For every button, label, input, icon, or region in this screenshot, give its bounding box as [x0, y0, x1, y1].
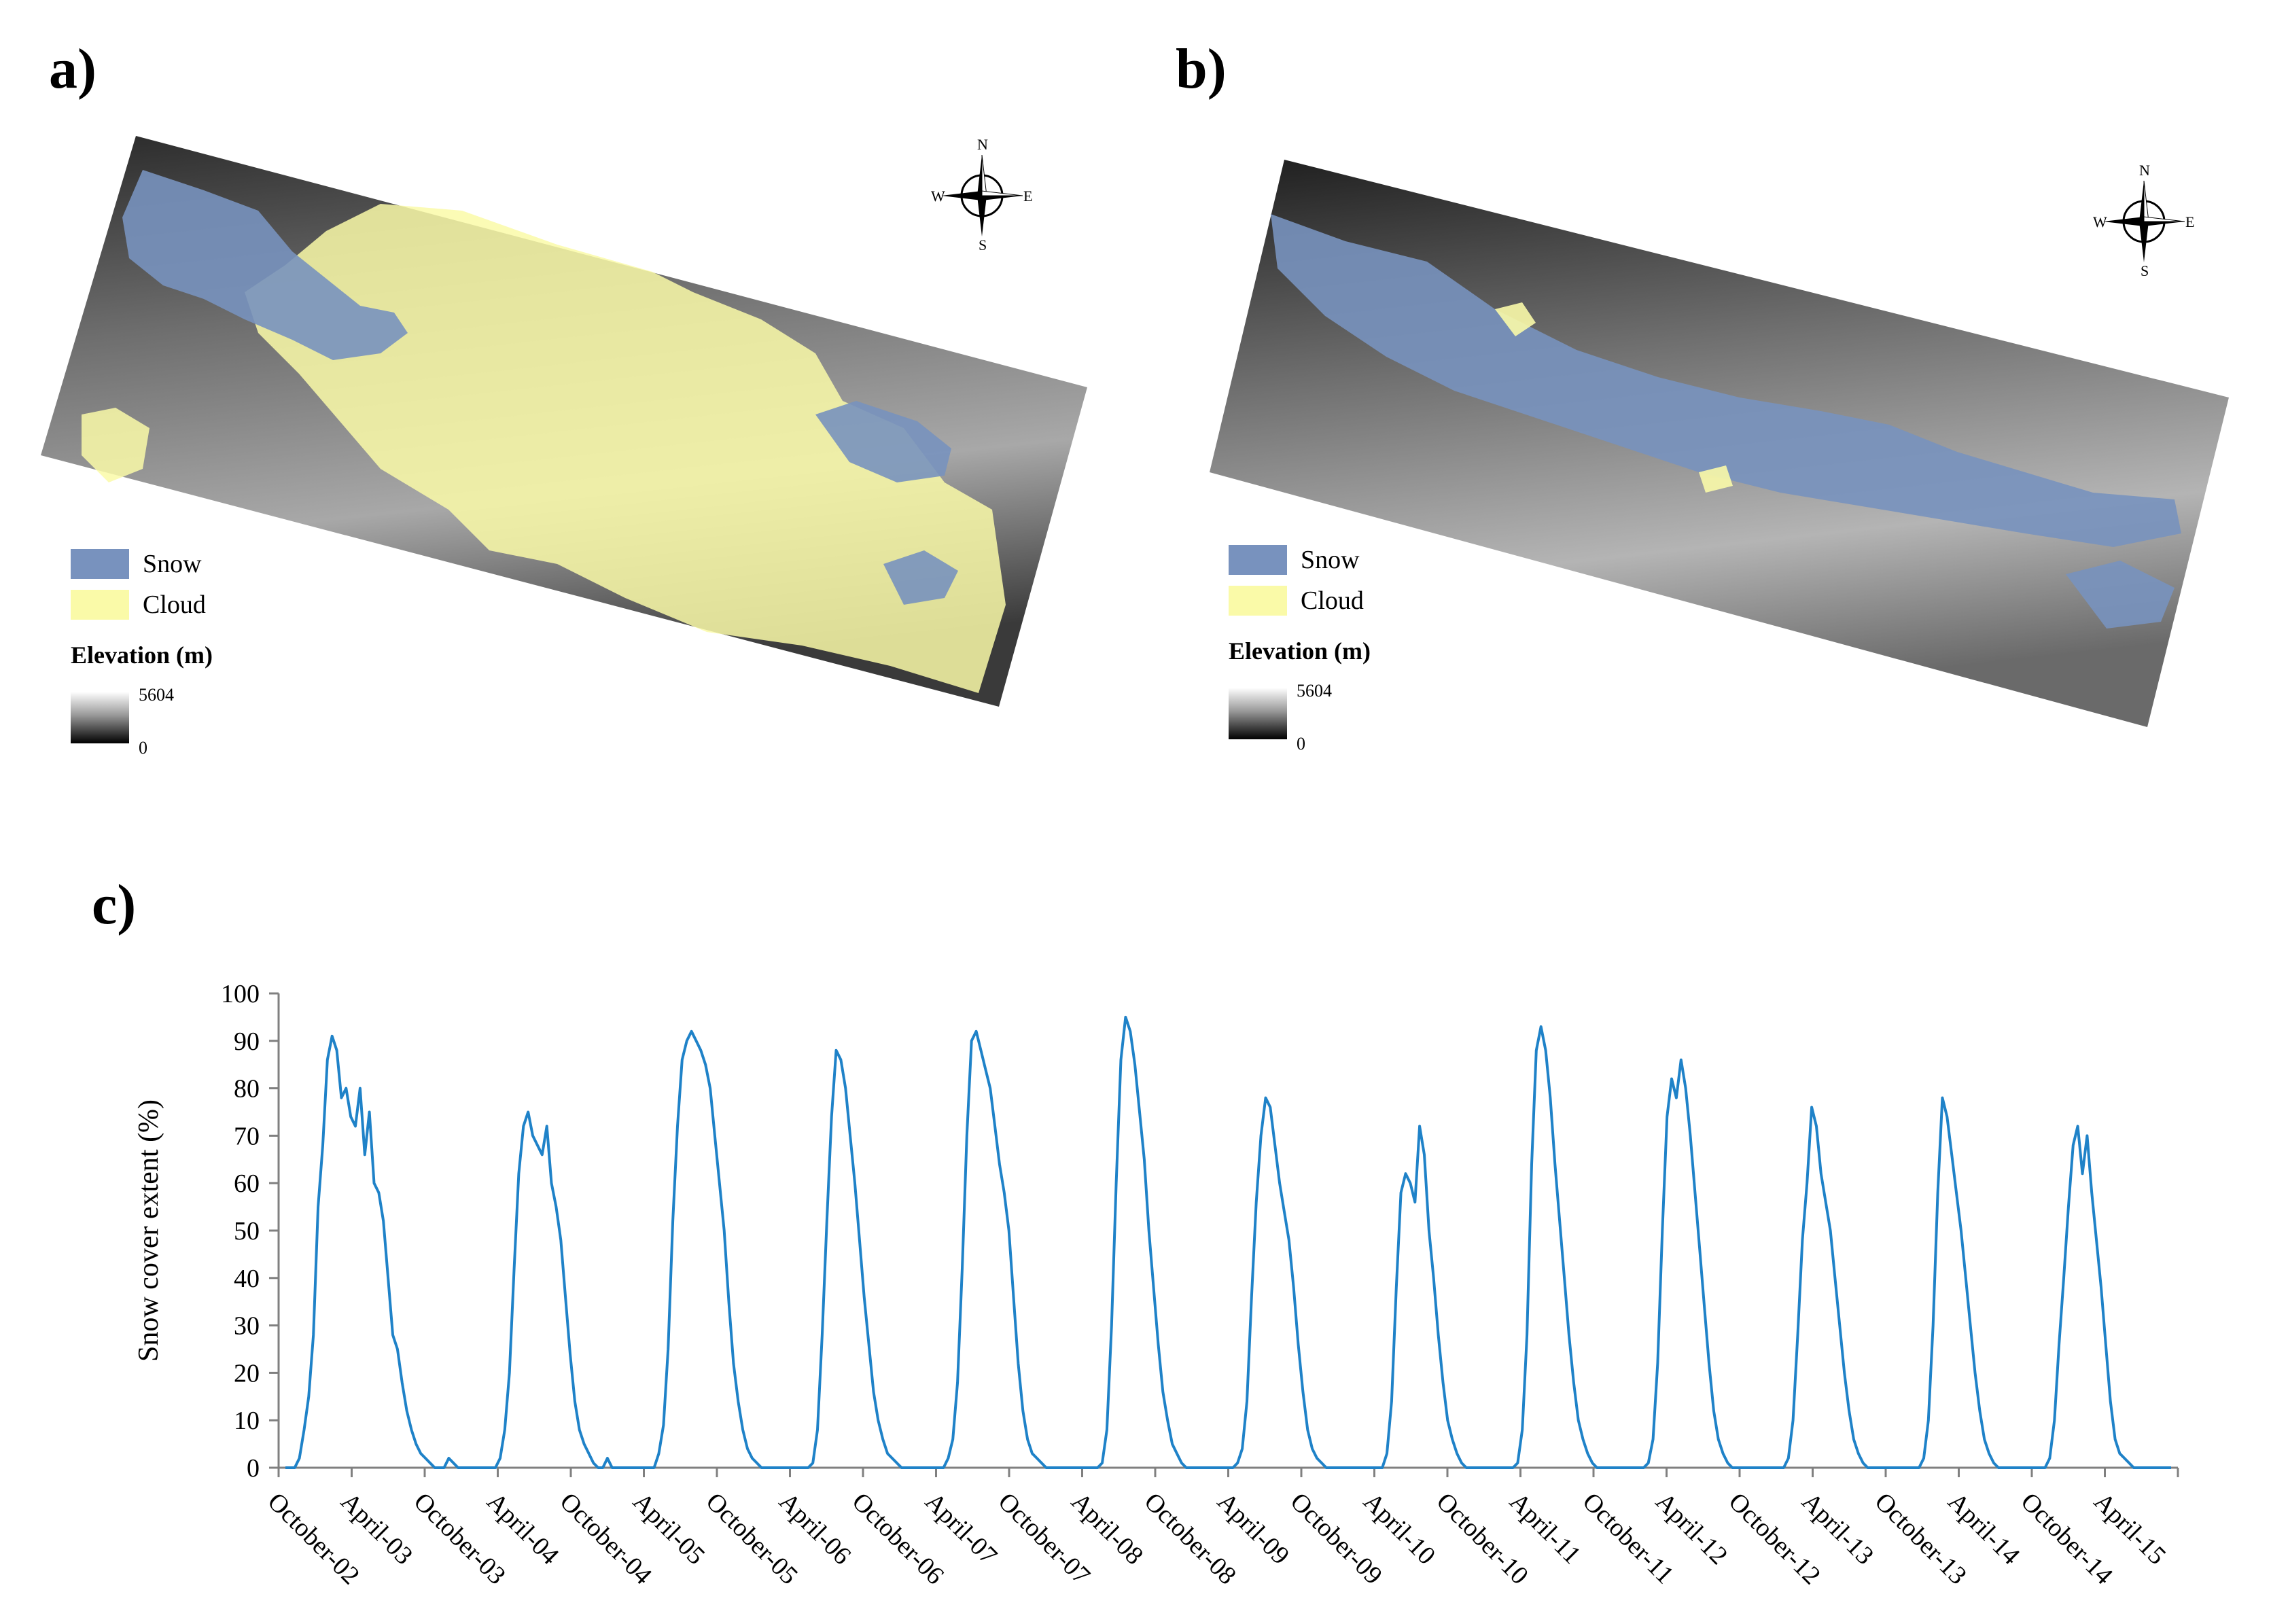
elevation-title: Elevation (m) — [71, 641, 213, 669]
map-a-cloud-area-west — [82, 408, 149, 482]
y-tick-label: 20 — [234, 1359, 260, 1388]
compass-icon — [2103, 180, 2185, 262]
legend-cloud-label: Cloud — [143, 590, 206, 619]
cloud-swatch — [1229, 586, 1287, 616]
elevation-min-label: 0 — [139, 738, 147, 758]
legend-a: Snow Cloud Elevation (m) 5604 0 — [71, 549, 410, 766]
panel-c-label: c) — [92, 873, 137, 936]
elevation-title: Elevation (m) — [1229, 637, 1371, 665]
legend-b-cloud: Cloud — [1229, 586, 1364, 616]
legend-snow-label: Snow — [143, 550, 202, 578]
y-tick-label: 80 — [234, 1075, 260, 1104]
legend-a-cloud: Cloud — [71, 590, 206, 620]
y-tick-label: 70 — [234, 1122, 260, 1150]
elevation-max-label: 5604 — [1297, 681, 1332, 701]
compass-e: E — [1023, 188, 1033, 205]
legend-snow-label: Snow — [1301, 546, 1360, 574]
legend-b-snow: Snow — [1229, 545, 1360, 575]
panel-b-label: b) — [1176, 37, 1227, 101]
elevation-min-label: 0 — [1297, 734, 1305, 754]
snow-swatch — [71, 549, 129, 579]
compass-rose-a: N S E W — [931, 136, 1033, 253]
map-b-snow-area — [1271, 214, 2181, 547]
elevation-max-label: 5604 — [139, 685, 174, 705]
cloud-swatch — [71, 590, 129, 620]
map-a-snow-area — [122, 170, 408, 360]
map-a-snow-area-south — [883, 550, 958, 605]
panel-a-label: a) — [49, 37, 96, 101]
compass-n: N — [977, 136, 988, 153]
y-tick-label: 50 — [234, 1217, 260, 1246]
compass-rose-b: N S E W — [2093, 162, 2195, 279]
y-tick-label: 40 — [234, 1265, 260, 1293]
map-a-snow-cloud — [41, 136, 1087, 707]
elevation-gradient-bar — [71, 692, 129, 743]
compass-s: S — [2141, 262, 2149, 279]
legend-a-snow: Snow — [71, 549, 202, 579]
elevation-gradient-bar — [1229, 688, 1287, 739]
map-b-cloud-patch — [1495, 302, 1733, 493]
y-tick-label: 90 — [234, 1027, 260, 1056]
y-tick-label: 100 — [221, 980, 260, 1008]
legend-cloud-label: Cloud — [1301, 586, 1364, 615]
compass-w: W — [931, 188, 945, 205]
y-tick-label: 0 — [247, 1454, 260, 1483]
snow-cover-series-line — [285, 1015, 2171, 1469]
compass-s: S — [979, 236, 987, 253]
y-tick-label: 10 — [234, 1407, 260, 1435]
compass-n: N — [2139, 162, 2150, 179]
y-tick-label: 30 — [234, 1312, 260, 1341]
map-b-snow-cloud — [1210, 160, 2229, 727]
compass-icon — [941, 154, 1023, 236]
map-a-cloud-area — [245, 204, 1006, 693]
y-axis-label: Snow cover extent (%) — [133, 1099, 164, 1362]
legend-b: Snow Cloud Elevation (m) 5604 0 — [1229, 545, 1568, 762]
compass-e: E — [2185, 213, 2195, 230]
compass-w: W — [2093, 213, 2107, 230]
map-a-snow-area-east — [815, 401, 951, 482]
snow-swatch — [1229, 545, 1287, 575]
y-tick-label: 60 — [234, 1169, 260, 1198]
map-b-snow-area-south — [2066, 561, 2175, 629]
